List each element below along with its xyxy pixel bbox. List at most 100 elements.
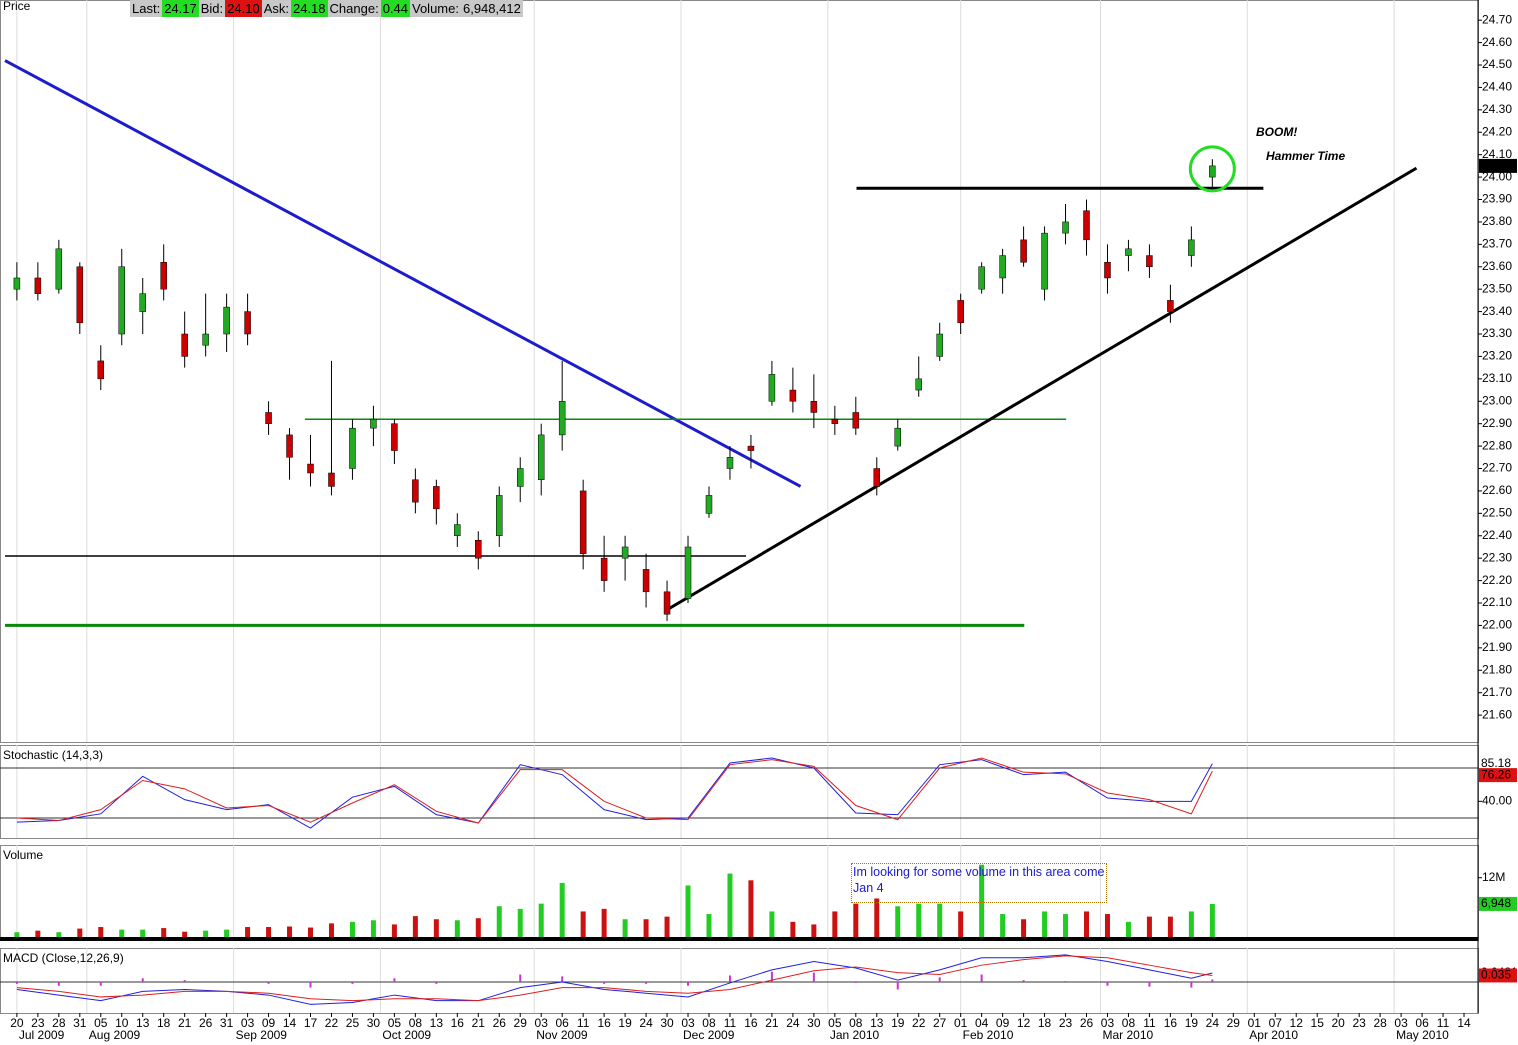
x-tick-label: 11 <box>577 1016 590 1030</box>
month-label: Nov 2009 <box>536 1028 588 1042</box>
x-tick-label: 09 <box>996 1016 1010 1030</box>
y-tick-label: 21.60 <box>1482 707 1512 721</box>
last-value: 85.18 <box>1481 756 1511 770</box>
x-tick-label: 16 <box>451 1016 465 1030</box>
x-tick-label: 20 <box>1332 1016 1346 1030</box>
volume-bar <box>1146 916 1152 940</box>
x-tick-label: 21 <box>472 1016 486 1030</box>
y-tick-label: 22.00 <box>1482 618 1512 632</box>
y-tick-label: 23.10 <box>1482 371 1512 385</box>
x-tick-label: 10 <box>115 1016 129 1030</box>
volume-bar <box>1188 911 1194 940</box>
candle-body <box>726 457 734 469</box>
x-tick-label: 16 <box>597 1016 611 1030</box>
x-tick-label: 09 <box>262 1016 276 1030</box>
month-label: Mar 2010 <box>1102 1028 1153 1042</box>
volume-bar <box>98 927 104 940</box>
x-tick-label: 11 <box>724 1016 737 1030</box>
y-tick-label: 22.60 <box>1482 483 1512 497</box>
volume-bar <box>1042 911 1048 940</box>
volume-bar <box>224 929 230 940</box>
candle-body <box>999 255 1006 279</box>
candle-body <box>579 490 587 554</box>
candle-body <box>516 468 524 487</box>
last-price: 24.05 <box>1481 158 1511 172</box>
trend-line <box>4 59 802 488</box>
quote-label: Bid: <box>200 1 224 16</box>
x-tick-label: 26 <box>493 1016 507 1030</box>
x-tick-label: 30 <box>367 1016 381 1030</box>
y-tick-label: 22.40 <box>1482 528 1512 542</box>
panel <box>0 0 1479 743</box>
candle-body <box>202 333 209 346</box>
x-tick-label: 03 <box>681 1016 695 1030</box>
candle-body <box>936 333 943 357</box>
x-tick-label: 23 <box>1059 1016 1073 1030</box>
y-tick-label: 23.20 <box>1482 349 1512 363</box>
candle-body <box>747 445 755 451</box>
candle-body <box>475 539 482 559</box>
candle-body <box>370 418 377 429</box>
candle-body <box>1188 239 1195 256</box>
volume-bar <box>664 916 670 940</box>
volume-bar <box>349 921 355 940</box>
x-tick-label: 26 <box>199 1016 213 1030</box>
y-tick-label: 22.70 <box>1482 461 1512 475</box>
x-tick-label: 30 <box>660 1016 674 1030</box>
x-tick-label: 03 <box>1394 1016 1408 1030</box>
x-tick-label: 15 <box>1311 1016 1325 1030</box>
x-tick-label: 06 <box>1415 1016 1429 1030</box>
y-tick-label: 12M <box>1482 870 1505 884</box>
last-value-box <box>1479 968 1517 983</box>
y-tick-label: 24.10 <box>1482 147 1512 161</box>
y-tick-label: 22.30 <box>1482 550 1512 564</box>
y-tick-label: 24.20 <box>1482 124 1512 138</box>
candle-body <box>454 524 461 537</box>
x-tick-label: 30 <box>807 1016 821 1030</box>
volume-bar <box>916 903 922 940</box>
quote-label: Change: <box>329 1 379 16</box>
candle-body <box>118 266 125 335</box>
x-tick-label: 23 <box>31 1016 45 1030</box>
candle-body <box>13 277 21 290</box>
y-tick-label: 23.70 <box>1482 237 1512 251</box>
y-tick-label: 24.40 <box>1482 80 1512 94</box>
candle-body <box>915 378 922 391</box>
last-volume: 6,948 <box>1481 896 1511 910</box>
volume-bar <box>1104 914 1110 940</box>
x-tick-label: 19 <box>891 1016 905 1030</box>
y-tick-label: 23.30 <box>1482 326 1512 340</box>
volume-bar <box>790 921 796 940</box>
candle-body <box>621 546 629 559</box>
candle-body <box>1167 300 1174 312</box>
last-value-box <box>1479 756 1517 771</box>
annotation: Hammer Time <box>1266 149 1345 163</box>
x-tick-label: 13 <box>870 1016 884 1030</box>
panel <box>0 845 1479 941</box>
y-tick-label: 23.60 <box>1482 259 1512 273</box>
candle-body <box>97 360 105 380</box>
volume-bar <box>706 914 712 940</box>
volume-bar <box>35 930 41 940</box>
volume-bar <box>14 932 20 940</box>
y-tick-label: 23.80 <box>1482 214 1512 228</box>
annotation: BOOM! <box>1256 125 1297 139</box>
volume-bar <box>140 929 146 940</box>
last-price-box <box>1479 158 1517 173</box>
volume-bar <box>1021 919 1027 940</box>
volume-bar <box>433 919 439 940</box>
candle-body <box>1062 221 1069 234</box>
candle-body <box>789 389 797 402</box>
x-tick-label: 05 <box>828 1016 842 1030</box>
x-tick-label: 13 <box>136 1016 150 1030</box>
volume-baseline <box>0 937 1478 941</box>
x-tick-label: 17 <box>304 1016 318 1030</box>
volume-bar <box>727 873 733 940</box>
x-tick-label: 19 <box>618 1016 632 1030</box>
volume-bar <box>308 927 314 940</box>
candle-body <box>600 557 608 581</box>
volume-bar <box>1209 903 1215 940</box>
x-tick-label: 11 <box>1143 1016 1156 1030</box>
candle-body <box>852 412 860 429</box>
